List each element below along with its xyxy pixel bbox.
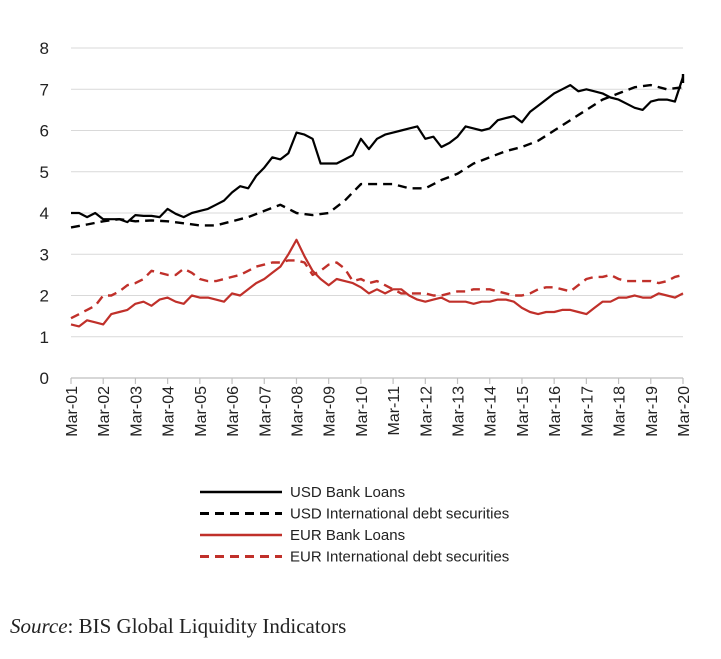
x-tick-label: Mar-07: [257, 386, 274, 437]
x-tick-label: Mar-06: [225, 386, 242, 437]
series-line-usd-international-debt-securities: [70, 71, 685, 229]
y-tick-label: 1: [40, 328, 49, 347]
y-tick-label: 8: [40, 39, 49, 58]
series-line-eur-international-debt-securities: [70, 259, 684, 320]
x-tick-label: Mar-19: [644, 386, 661, 437]
legend-label: USD Bank Loans: [290, 484, 405, 501]
x-tick-label: Mar-13: [451, 386, 468, 437]
x-tick-label: Mar-03: [128, 386, 145, 437]
x-tick-label: Mar-08: [289, 386, 306, 437]
x-tick-label: Mar-18: [612, 386, 629, 437]
y-tick-label: 5: [40, 163, 49, 182]
source-label: Source: [10, 614, 68, 638]
y-axis-tick-labels: 0 1 2 3 4 5 6 7 8: [40, 39, 49, 388]
x-tick-label: Mar-09: [322, 386, 339, 437]
y-tick-label: 4: [40, 204, 49, 223]
x-tick-label: Mar-16: [547, 386, 564, 437]
chart-series: [70, 71, 685, 328]
x-tick-label: Mar-15: [515, 386, 532, 437]
x-tick-label: Mar-14: [483, 386, 500, 437]
source-note: Source: BIS Global Liquidity Indicators: [10, 614, 346, 639]
legend-label: USD International debt securities: [290, 506, 509, 523]
line-chart: 0 1 2 3 4 5 6 7 8 Mar-01 Mar-02 Mar-03 Mar-04 Mar-05…: [40, 39, 693, 566]
y-tick-label: 7: [40, 80, 49, 99]
x-tick-label: Mar-05: [193, 386, 210, 437]
x-tick-label: Mar-04: [161, 386, 178, 437]
series-line-eur-bank-loans: [70, 238, 684, 328]
legend-label: EUR Bank Loans: [290, 527, 405, 544]
legend-label: EUR International debt securities: [290, 549, 509, 566]
series-line-usd-bank-loans: [71, 76, 685, 224]
y-tick-label: 6: [40, 122, 49, 141]
chart-legend: USD Bank Loans USD International debt sec…: [200, 484, 509, 566]
y-tick-label: 2: [40, 287, 49, 306]
x-tick-label: Mar-12: [418, 386, 435, 437]
x-tick-label: Mar-02: [96, 386, 113, 437]
x-tick-label: Mar-01: [64, 386, 81, 437]
y-tick-label: 0: [40, 369, 49, 388]
x-tick-label: Mar-20: [676, 386, 693, 437]
x-tick-label: Mar-11: [386, 386, 403, 436]
x-tick-label: Mar-10: [354, 386, 371, 437]
source-text: : BIS Global Liquidity Indicators: [67, 614, 347, 638]
x-axis: Mar-01 Mar-02 Mar-03 Mar-04 Mar-05 Mar-06 Mar-…: [64, 377, 693, 437]
y-tick-label: 3: [40, 245, 49, 264]
x-tick-label: Mar-17: [579, 386, 596, 437]
